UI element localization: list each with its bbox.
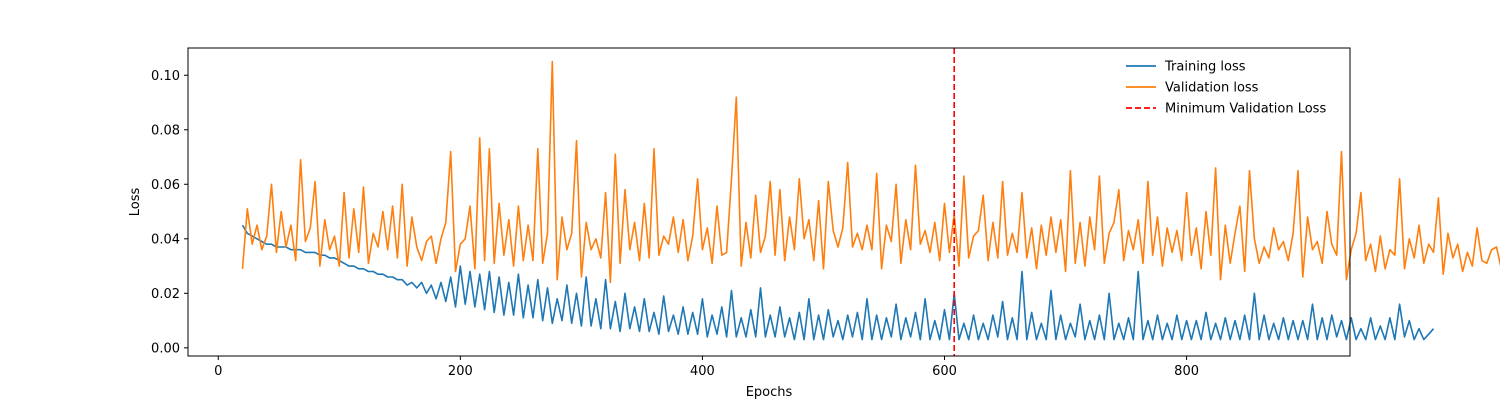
legend-label: Minimum Validation Loss xyxy=(1165,102,1326,117)
x-tick-label: 400 xyxy=(690,364,715,379)
x-axis-label: Epochs xyxy=(746,385,793,400)
series-line-2 xyxy=(241,60,1500,284)
x-axis-ticks: 0 200 400 600 800 xyxy=(214,356,1199,379)
y-tick-label: 0.10 xyxy=(151,69,180,84)
plot-frame xyxy=(187,47,1351,357)
y-tick-label: 0.02 xyxy=(151,287,180,302)
y-axis-label: Loss xyxy=(128,188,143,217)
x-tick-label: 600 xyxy=(932,364,957,379)
y-tick-label: 0.06 xyxy=(151,178,180,193)
x-tick-label: 200 xyxy=(448,364,473,379)
x-tick-label: 800 xyxy=(1174,364,1199,379)
y-tick-label: 0.04 xyxy=(151,232,180,247)
legend-label: Training loss xyxy=(1164,60,1246,75)
y-tick-label: 0.08 xyxy=(151,123,180,138)
series-line-1 xyxy=(241,224,1435,341)
x-tick-label: 0 xyxy=(214,364,222,379)
y-axis-ticks: 0.00 0.02 0.04 0.06 0.08 0.10 xyxy=(151,69,188,356)
legend-label: Validation loss xyxy=(1165,81,1259,96)
y-tick-label: 0.00 xyxy=(151,341,180,356)
series-layer xyxy=(241,48,1500,356)
legend: Training loss Validation loss Minimum Vali… xyxy=(1126,60,1326,117)
